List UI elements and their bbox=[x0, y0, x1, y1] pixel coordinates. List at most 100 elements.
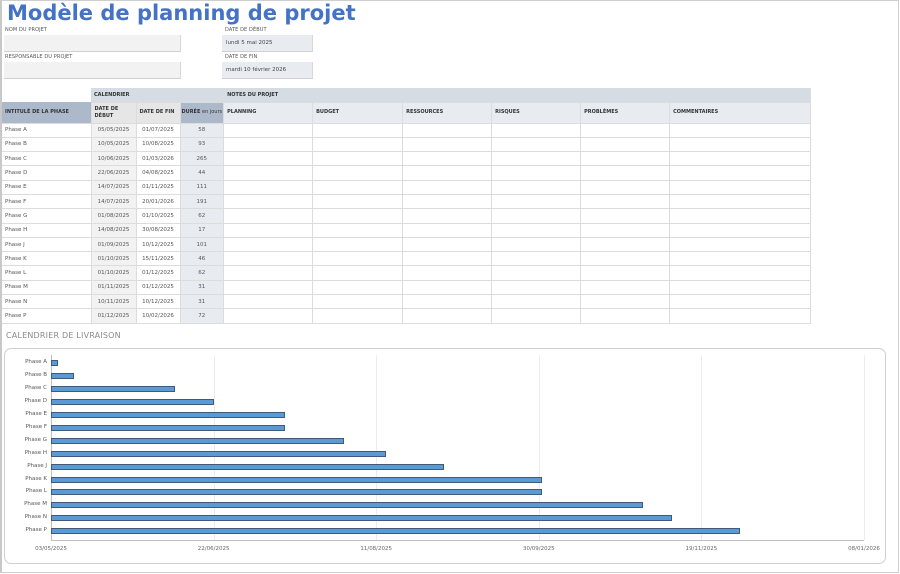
budget-note-cell[interactable] bbox=[312, 123, 404, 138]
budget-note-cell[interactable] bbox=[312, 265, 404, 281]
risks-note-cell[interactable] bbox=[491, 208, 582, 224]
comments-note-cell[interactable] bbox=[669, 280, 812, 296]
comments-note-cell[interactable] bbox=[669, 294, 812, 310]
duration-cell[interactable]: 191 bbox=[180, 194, 225, 210]
budget-note-cell[interactable] bbox=[312, 151, 404, 167]
duration-cell[interactable]: 58 bbox=[180, 123, 225, 138]
chart-bar[interactable] bbox=[51, 386, 175, 393]
start-date-cell[interactable]: 22/06/2025 bbox=[91, 165, 137, 181]
duration-cell[interactable]: 17 bbox=[180, 223, 225, 238]
start-date-cell[interactable]: 14/08/2025 bbox=[91, 223, 137, 238]
problems-note-cell[interactable] bbox=[580, 123, 671, 138]
end-date-cell[interactable]: 10/12/2025 bbox=[136, 237, 181, 253]
project-name-field[interactable] bbox=[4, 35, 181, 52]
comments-note-cell[interactable] bbox=[669, 237, 812, 253]
resources-note-cell[interactable] bbox=[402, 294, 493, 310]
comments-note-cell[interactable] bbox=[669, 123, 812, 138]
phase-cell[interactable]: Phase D bbox=[2, 165, 92, 181]
start-date-cell[interactable]: 10/05/2025 bbox=[91, 137, 137, 153]
comments-note-cell[interactable] bbox=[669, 180, 812, 195]
phase-cell[interactable]: Phase A bbox=[2, 123, 92, 138]
problems-note-cell[interactable] bbox=[580, 208, 671, 224]
phase-cell[interactable]: Phase N bbox=[2, 294, 92, 310]
end-date-cell[interactable]: 01/11/2025 bbox=[136, 180, 181, 195]
chart-bar[interactable] bbox=[51, 450, 386, 457]
problems-note-cell[interactable] bbox=[580, 280, 671, 296]
problems-note-cell[interactable] bbox=[580, 237, 671, 253]
planning-note-cell[interactable] bbox=[223, 194, 314, 210]
phase-cell[interactable]: Phase G bbox=[2, 208, 92, 224]
end-date-cell[interactable]: 10/02/2026 bbox=[136, 308, 181, 324]
chart-bar[interactable] bbox=[51, 476, 543, 483]
risks-note-cell[interactable] bbox=[491, 294, 582, 310]
phase-cell[interactable]: Phase M bbox=[2, 280, 92, 296]
risks-note-cell[interactable] bbox=[491, 137, 582, 153]
resources-note-cell[interactable] bbox=[402, 223, 493, 238]
phase-cell[interactable]: Phase J bbox=[2, 237, 92, 253]
comments-note-cell[interactable] bbox=[669, 223, 812, 238]
end-date-cell[interactable]: 01/12/2025 bbox=[136, 265, 181, 281]
duration-cell[interactable]: 44 bbox=[180, 165, 225, 181]
risks-note-cell[interactable] bbox=[491, 237, 582, 253]
duration-cell[interactable]: 93 bbox=[180, 137, 225, 153]
planning-note-cell[interactable] bbox=[223, 123, 314, 138]
start-date-cell[interactable]: 01/11/2025 bbox=[91, 280, 137, 296]
chart-bar[interactable] bbox=[51, 528, 741, 535]
resources-note-cell[interactable] bbox=[402, 151, 493, 167]
duration-cell[interactable]: 72 bbox=[180, 308, 225, 324]
start-date-cell[interactable]: 10/11/2025 bbox=[91, 294, 137, 310]
resources-note-cell[interactable] bbox=[402, 137, 493, 153]
end-date-cell[interactable]: 01/12/2025 bbox=[136, 280, 181, 296]
start-date-cell[interactable]: 14/07/2025 bbox=[91, 194, 137, 210]
start-date-cell[interactable]: 01/10/2025 bbox=[91, 265, 137, 281]
risks-note-cell[interactable] bbox=[491, 180, 582, 195]
start-date-cell[interactable]: 01/08/2025 bbox=[91, 208, 137, 224]
end-date-cell[interactable]: 01/03/2026 bbox=[136, 151, 181, 167]
end-date-cell[interactable]: 10/08/2025 bbox=[136, 137, 181, 153]
duration-cell[interactable]: 46 bbox=[180, 251, 225, 267]
planning-note-cell[interactable] bbox=[223, 208, 314, 224]
phase-cell[interactable]: Phase C bbox=[2, 151, 92, 167]
planning-note-cell[interactable] bbox=[223, 265, 314, 281]
planning-note-cell[interactable] bbox=[223, 180, 314, 195]
resources-note-cell[interactable] bbox=[402, 165, 493, 181]
phase-cell[interactable]: Phase B bbox=[2, 137, 92, 153]
start-date-field[interactable]: lundi 5 mai 2025 bbox=[222, 35, 313, 52]
duration-cell[interactable]: 62 bbox=[180, 208, 225, 224]
comments-note-cell[interactable] bbox=[669, 265, 812, 281]
resources-note-cell[interactable] bbox=[402, 237, 493, 253]
planning-note-cell[interactable] bbox=[223, 237, 314, 253]
duration-cell[interactable]: 31 bbox=[180, 294, 225, 310]
risks-note-cell[interactable] bbox=[491, 251, 582, 267]
problems-note-cell[interactable] bbox=[580, 251, 671, 267]
duration-cell[interactable]: 62 bbox=[180, 265, 225, 281]
comments-note-cell[interactable] bbox=[669, 208, 812, 224]
start-date-cell[interactable]: 01/12/2025 bbox=[91, 308, 137, 324]
start-date-cell[interactable]: 14/07/2025 bbox=[91, 180, 137, 195]
problems-note-cell[interactable] bbox=[580, 194, 671, 210]
resources-note-cell[interactable] bbox=[402, 265, 493, 281]
planning-note-cell[interactable] bbox=[223, 151, 314, 167]
end-date-cell[interactable]: 30/08/2025 bbox=[136, 223, 181, 238]
planning-note-cell[interactable] bbox=[223, 308, 314, 324]
phase-cell[interactable]: Phase P bbox=[2, 308, 92, 324]
start-date-cell[interactable]: 05/05/2025 bbox=[91, 123, 137, 138]
planning-note-cell[interactable] bbox=[223, 223, 314, 238]
comments-note-cell[interactable] bbox=[669, 251, 812, 267]
comments-note-cell[interactable] bbox=[669, 165, 812, 181]
comments-note-cell[interactable] bbox=[669, 151, 812, 167]
risks-note-cell[interactable] bbox=[491, 308, 582, 324]
start-date-cell[interactable]: 10/06/2025 bbox=[91, 151, 137, 167]
problems-note-cell[interactable] bbox=[580, 151, 671, 167]
comments-note-cell[interactable] bbox=[669, 194, 812, 210]
risks-note-cell[interactable] bbox=[491, 151, 582, 167]
budget-note-cell[interactable] bbox=[312, 165, 404, 181]
problems-note-cell[interactable] bbox=[580, 223, 671, 238]
chart-bar[interactable] bbox=[51, 515, 673, 522]
end-date-cell[interactable]: 01/07/2025 bbox=[136, 123, 181, 138]
comments-note-cell[interactable] bbox=[669, 308, 812, 324]
end-date-cell[interactable]: 20/01/2026 bbox=[136, 194, 181, 210]
resources-note-cell[interactable] bbox=[402, 123, 493, 138]
resources-note-cell[interactable] bbox=[402, 194, 493, 210]
planning-note-cell[interactable] bbox=[223, 280, 314, 296]
